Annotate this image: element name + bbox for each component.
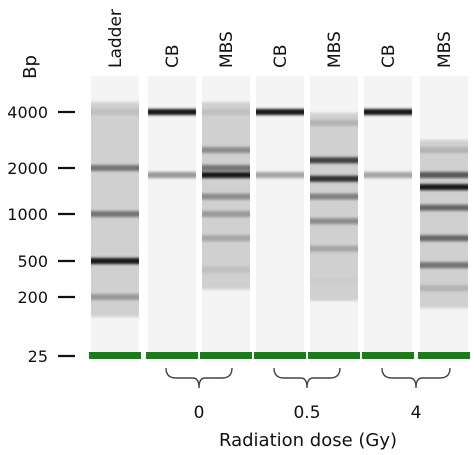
gel-band (91, 294, 139, 300)
lane-label: Ladder (106, 9, 126, 68)
gel-lane (362, 76, 414, 362)
gel-lane (89, 76, 141, 362)
x-axis-label: Radiation dose (Gy) (219, 430, 397, 451)
gel-band (310, 157, 358, 164)
lane-label: MBS (325, 31, 345, 68)
dose-bracket (381, 367, 451, 389)
lane-label: CB (163, 44, 183, 68)
gel-band (310, 218, 358, 225)
size-marker-label: 1000 (7, 205, 48, 224)
gel-band (310, 119, 358, 126)
gel-band (202, 211, 250, 217)
gel-band (420, 171, 468, 178)
gel-band (420, 285, 468, 292)
lane-label: CB (379, 44, 399, 68)
gel-band (202, 165, 250, 171)
gel-band (202, 109, 250, 115)
gel-band (148, 109, 196, 115)
gel-band (310, 193, 358, 200)
gel-band (202, 171, 250, 178)
gel-band (420, 262, 468, 269)
lower-marker-band (308, 352, 360, 359)
gel-band (91, 211, 139, 217)
gel-band (310, 278, 358, 285)
size-marker-label: 500 (17, 252, 48, 271)
gel-band (91, 109, 139, 115)
gel-band (91, 258, 139, 264)
gel-band (148, 171, 196, 178)
gel-band (202, 266, 250, 273)
lane-label: CB (271, 44, 291, 68)
lane-labels: Ladder CB MBS CB MBS CB MBS (106, 9, 455, 68)
lane-label: MBS (217, 31, 237, 68)
gel-band (364, 109, 412, 115)
dose-bracket (165, 367, 233, 389)
dose-brackets (165, 367, 451, 389)
gel-band (420, 204, 468, 211)
gel-band (91, 165, 139, 171)
gel-band (420, 184, 468, 191)
gel-band (420, 146, 468, 153)
size-marker-label: 4000 (7, 103, 48, 122)
gel-band (364, 171, 412, 178)
lane-background (256, 76, 304, 362)
lower-marker-band (146, 352, 198, 359)
lower-marker-band (254, 352, 306, 359)
lane-label: MBS (435, 31, 455, 68)
dose-bracket (273, 367, 341, 389)
dose-label: 0 (194, 403, 205, 423)
y-axis-label: Bp (20, 55, 41, 79)
lower-marker-band (89, 352, 141, 359)
lower-marker-band (362, 352, 414, 359)
gel-band (256, 171, 304, 178)
gel-band (202, 193, 250, 200)
gel-lanes (89, 76, 470, 362)
gel-lane (418, 76, 470, 362)
gel-band (310, 175, 358, 182)
gel-band (256, 109, 304, 115)
lane-smear (420, 139, 468, 309)
gel-band (202, 146, 250, 153)
dose-label: 0.5 (293, 403, 320, 423)
size-marker-label: 25 (28, 347, 48, 366)
gel-lane (200, 76, 252, 362)
size-markers: 4000 2000 1000 500 200 25 (7, 103, 75, 366)
lane-smear (310, 112, 358, 302)
gel-lane (308, 76, 360, 362)
lane-background (364, 76, 412, 362)
lower-marker-band (418, 352, 470, 359)
dose-labels: 0 0.5 4 (194, 403, 422, 423)
lane-background (148, 76, 196, 362)
lane-smear (91, 102, 139, 317)
dose-label: 4 (411, 403, 422, 423)
gel-band (202, 235, 250, 242)
gel-band (420, 235, 468, 242)
size-marker-label: 200 (17, 288, 48, 307)
size-marker-label: 2000 (7, 159, 48, 178)
lower-marker-band (200, 352, 252, 359)
gel-lane (254, 76, 306, 362)
gel-band (310, 245, 358, 252)
gel-lane (146, 76, 198, 362)
